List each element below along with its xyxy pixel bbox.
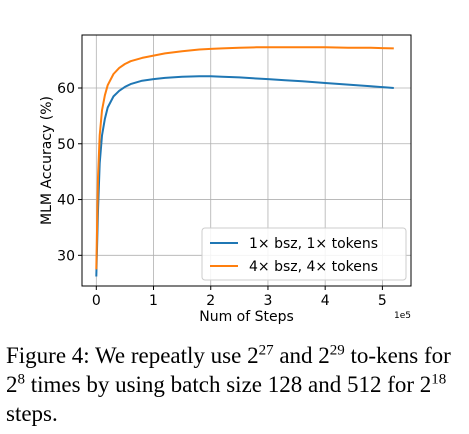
caption-sup-2: 29 [329,342,345,359]
series-line-1 [95,75,394,277]
plot-frame [81,34,412,287]
x-tick-label: 5 [378,293,387,309]
legend-label-1: 1× bsz, 1× tokens [249,236,378,252]
figure-caption: Figure 4: We repeatly use 227 and 229 to… [6,341,464,428]
legend-label-2: 4× bsz, 4× tokens [249,259,378,275]
x-tick-label: 4 [321,293,330,309]
x-axis-label: Num of Steps [199,309,294,325]
y-tick-label: 60 [57,81,75,97]
x-tick-label: 2 [206,293,215,309]
caption-text-3: to-kens for 2 [6,343,451,397]
caption-sup-1: 27 [258,342,274,359]
y-tick-label: 40 [57,193,75,209]
caption-text-2: and 2 [273,343,330,368]
caption-sup-3: 8 [17,371,26,388]
caption-text-4: times by using batch size 128 and 512 fo… [25,372,432,397]
caption-text-1: Figure 4: We repeatly use 2 [6,343,259,368]
x-tick-label: 1 [149,293,158,309]
legend-box [201,227,407,281]
legend: 1× bsz, 1× tokens 4× bsz, 4× tokens [201,227,407,281]
axis-ticks: 0 1 2 3 4 5 30 40 50 60 [57,81,387,309]
x-tick-label: 0 [92,293,101,309]
y-axis-label: MLM Accuracy (%) [39,96,55,225]
series-line-2 [95,46,394,270]
line-chart: 0 1 2 3 4 5 30 40 50 60 Num of Steps MLM Accuracy… [39,34,412,325]
series-lines [95,46,394,277]
x-tick-label: 3 [263,293,272,309]
caption-sup-4: 18 [431,371,447,388]
caption-text-5: steps. [6,401,58,426]
y-tick-label: 50 [57,137,75,153]
y-tick-label: 30 [57,248,75,264]
x-axis-offset-label: 1e5 [394,311,411,321]
